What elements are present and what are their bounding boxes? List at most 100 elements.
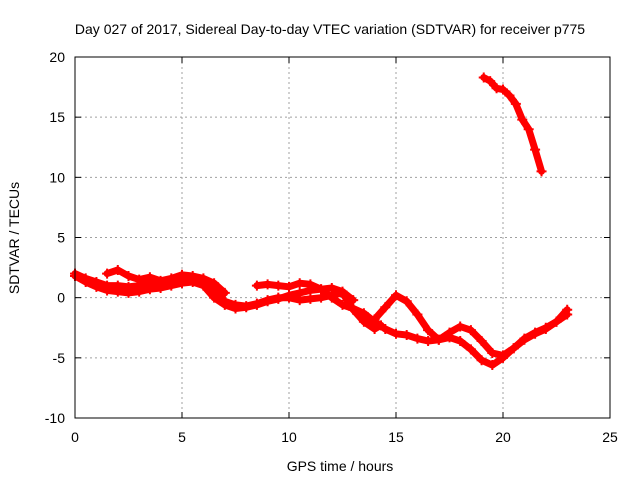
data-point [230, 303, 241, 314]
data-point [412, 309, 423, 320]
data-point [198, 273, 209, 284]
data-point [369, 314, 380, 325]
data-point [508, 343, 519, 354]
data-point [166, 273, 177, 284]
data-point [380, 323, 391, 334]
data-series [478, 72, 547, 177]
data-point [465, 344, 476, 355]
x-tick-label: 10 [281, 429, 297, 445]
y-axis-label: SDTVAR / TECUs [6, 182, 22, 294]
data-point [412, 333, 423, 344]
data-point [444, 327, 455, 338]
data-point [536, 166, 547, 177]
data-point [187, 271, 198, 282]
data-point [316, 292, 327, 303]
data-point [519, 333, 530, 344]
data-point [219, 299, 230, 310]
data-point [123, 287, 134, 298]
data-series [70, 271, 359, 314]
data-point [177, 269, 187, 280]
data-point [498, 84, 508, 95]
data-point [455, 321, 466, 332]
data-point [112, 264, 123, 275]
data-point [391, 290, 401, 301]
y-tick-label: 20 [49, 49, 65, 65]
data-point [491, 83, 502, 94]
data-point [530, 327, 541, 338]
data-point [294, 287, 305, 298]
data-point [465, 325, 476, 336]
y-tick-label: 15 [49, 109, 65, 125]
data-point [485, 76, 496, 87]
data-point [337, 299, 348, 310]
data-point [476, 355, 487, 366]
data-point [423, 335, 434, 346]
data-series [102, 264, 230, 298]
data-point [102, 268, 113, 279]
x-axis-label: GPS time / hours [287, 458, 394, 474]
data-point [284, 290, 294, 301]
x-tick-label: 25 [602, 429, 618, 445]
data-point [102, 285, 113, 296]
data-point [112, 286, 123, 297]
data-point [177, 278, 187, 289]
data-point [144, 284, 155, 295]
data-point [134, 286, 145, 297]
data-point [273, 293, 284, 304]
data-point [284, 281, 294, 292]
data-point [540, 322, 551, 333]
data-point [209, 292, 220, 303]
data-point [273, 280, 284, 291]
data-point [262, 279, 273, 290]
data-point [455, 335, 466, 346]
data-point [401, 329, 412, 340]
axes: 0 5 10 15 20 25 -10 -5 0 5 10 15 20 [45, 49, 618, 445]
data-point [358, 308, 369, 319]
data-point [498, 350, 508, 361]
data-point [251, 280, 262, 291]
data-point [348, 295, 359, 306]
data-point [487, 360, 498, 371]
data-point [305, 293, 316, 304]
data-point [401, 296, 412, 307]
data-point [358, 316, 369, 327]
x-tick-label: 5 [178, 429, 186, 445]
data-point [219, 287, 230, 298]
data-point [562, 304, 573, 315]
data-point [305, 279, 316, 290]
data-point [123, 271, 134, 282]
data-point [209, 278, 220, 289]
data-point [423, 325, 434, 336]
data-point [530, 144, 541, 155]
x-tick-label: 20 [495, 429, 511, 445]
data-point [251, 299, 262, 310]
data-point [337, 286, 348, 297]
data-point [391, 328, 401, 339]
data-point [517, 114, 528, 125]
data-point [326, 292, 337, 303]
data-point [523, 124, 534, 135]
series-line [480, 74, 545, 175]
y-tick-label: 10 [49, 169, 65, 185]
data-point [91, 281, 102, 292]
data-point [262, 296, 273, 307]
data-point [433, 334, 444, 345]
data-point [478, 72, 489, 83]
data-point [294, 278, 305, 289]
data-point [476, 335, 487, 346]
y-tick-label: 5 [57, 230, 65, 246]
y-tick-label: -5 [53, 350, 66, 366]
series-layer [70, 72, 573, 371]
data-point [487, 348, 498, 359]
data-point [326, 283, 337, 294]
data-point [380, 302, 391, 313]
data-point [241, 302, 252, 313]
data-point [551, 316, 562, 327]
y-tick-label: -10 [45, 410, 65, 426]
data-point [316, 284, 327, 295]
data-point [80, 277, 91, 288]
data-point [510, 98, 521, 109]
